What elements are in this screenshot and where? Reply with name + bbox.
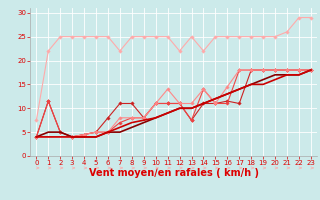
X-axis label: Vent moyen/en rafales ( km/h ): Vent moyen/en rafales ( km/h ) (89, 168, 259, 178)
